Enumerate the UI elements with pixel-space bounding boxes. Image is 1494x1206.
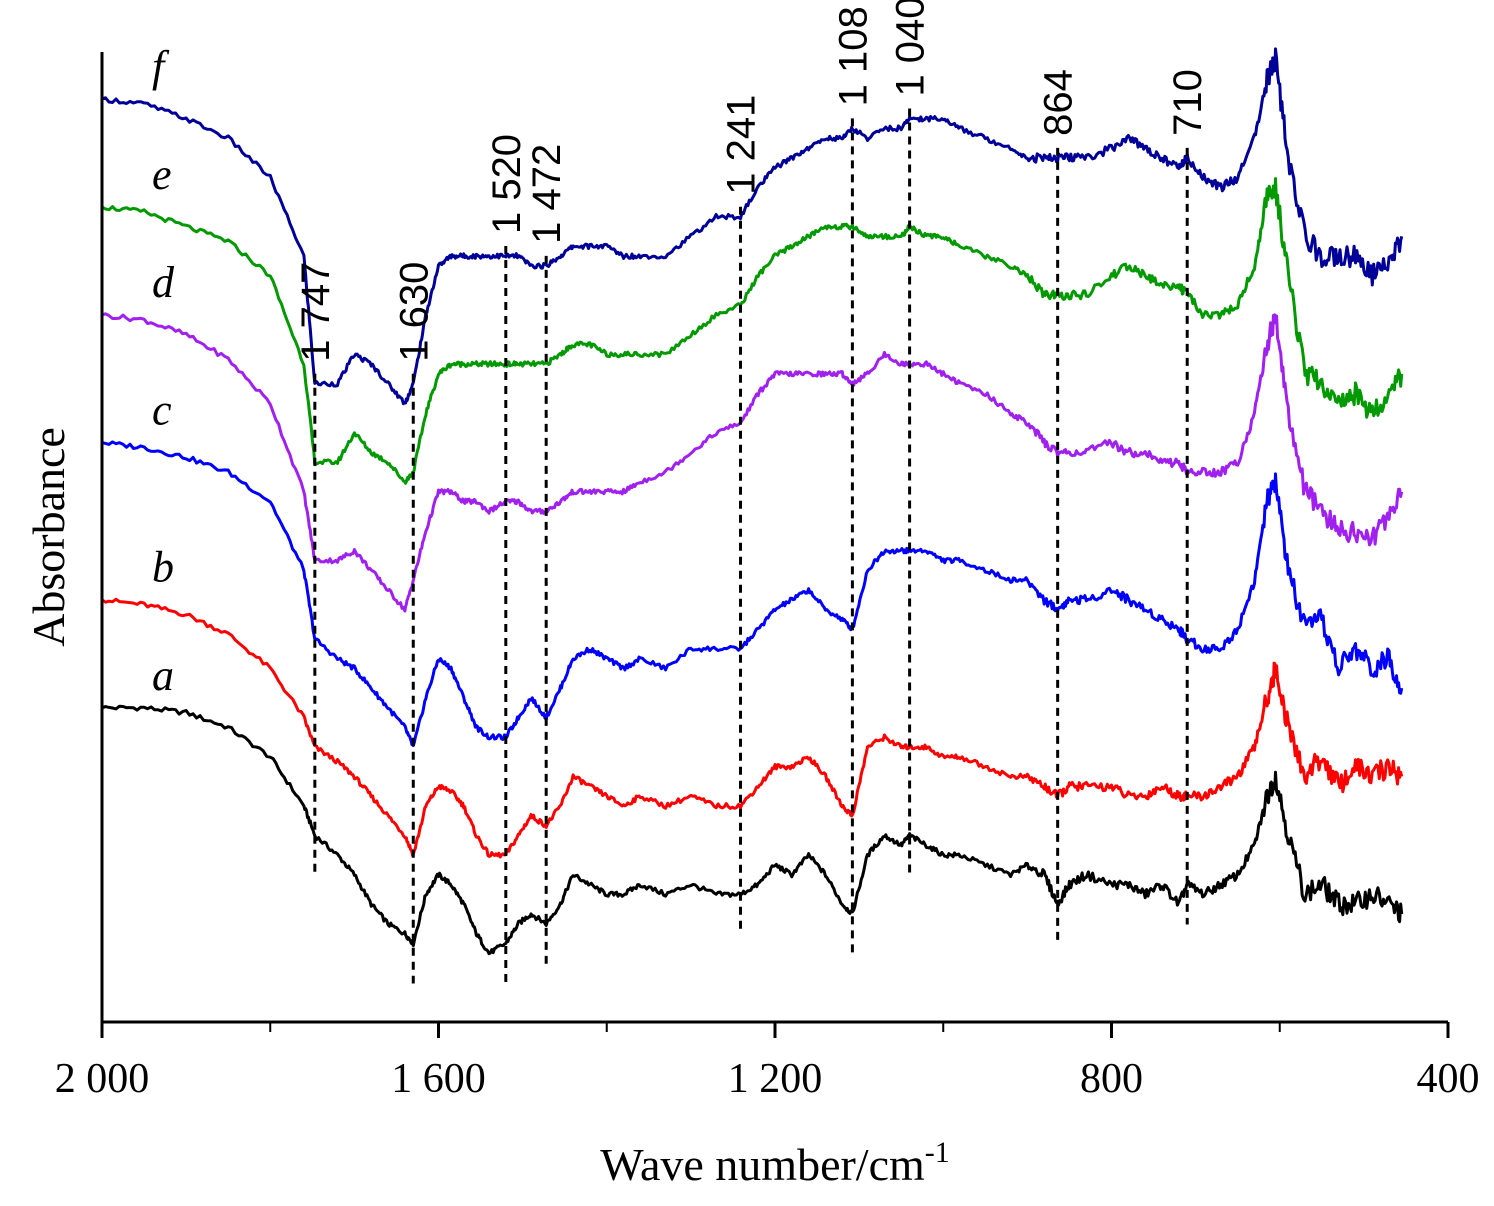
x-axis-title-main: Wave number/cm (600, 1139, 925, 1190)
peak-marker-label: 1 472 (525, 144, 569, 244)
peak-marker-label: 864 (1037, 69, 1081, 136)
series-label-b: b (152, 543, 174, 592)
series-label-c: c (152, 386, 172, 435)
x-tick-label: 1 600 (391, 1056, 486, 1102)
x-axis-title-superscript: -1 (925, 1136, 950, 1169)
x-axis-title: Wave number/cm-1 (600, 1136, 950, 1190)
x-tick-label: 400 (1417, 1056, 1480, 1102)
series-label-a: a (152, 651, 174, 700)
peak-marker-label: 1 520 (485, 134, 529, 234)
series-line-b (101, 597, 1404, 859)
peak-marker-label: 710 (1166, 69, 1210, 136)
series-line-d (101, 312, 1404, 613)
peak-marker-label: 1 241 (720, 95, 764, 195)
axes (100, 52, 1448, 1024)
peak-marker-label: 1 630 (392, 262, 436, 362)
peak-marker-label: 1 747 (294, 262, 338, 362)
x-ticks: 2 000 1 600 1 200 800 400 (55, 1022, 1480, 1102)
peak-marker-label: 1 108 (831, 6, 875, 106)
series-label-f: f (152, 42, 170, 91)
series-line-f (101, 47, 1404, 406)
x-tick-label: 1 200 (728, 1056, 823, 1102)
series-line-a (101, 704, 1404, 956)
series-layer (101, 47, 1404, 956)
x-tick-label: 800 (1080, 1056, 1143, 1102)
series-label-e: e (152, 150, 172, 199)
y-axis-title: Absorbance (23, 427, 74, 647)
series-labels: a b c d e f (152, 42, 175, 700)
series-line-e (101, 177, 1404, 485)
series-line-c (101, 440, 1404, 748)
x-tick-label: 2 000 (55, 1056, 150, 1102)
peak-marker-label: 1 040 (889, 0, 933, 97)
series-label-d: d (152, 258, 175, 307)
